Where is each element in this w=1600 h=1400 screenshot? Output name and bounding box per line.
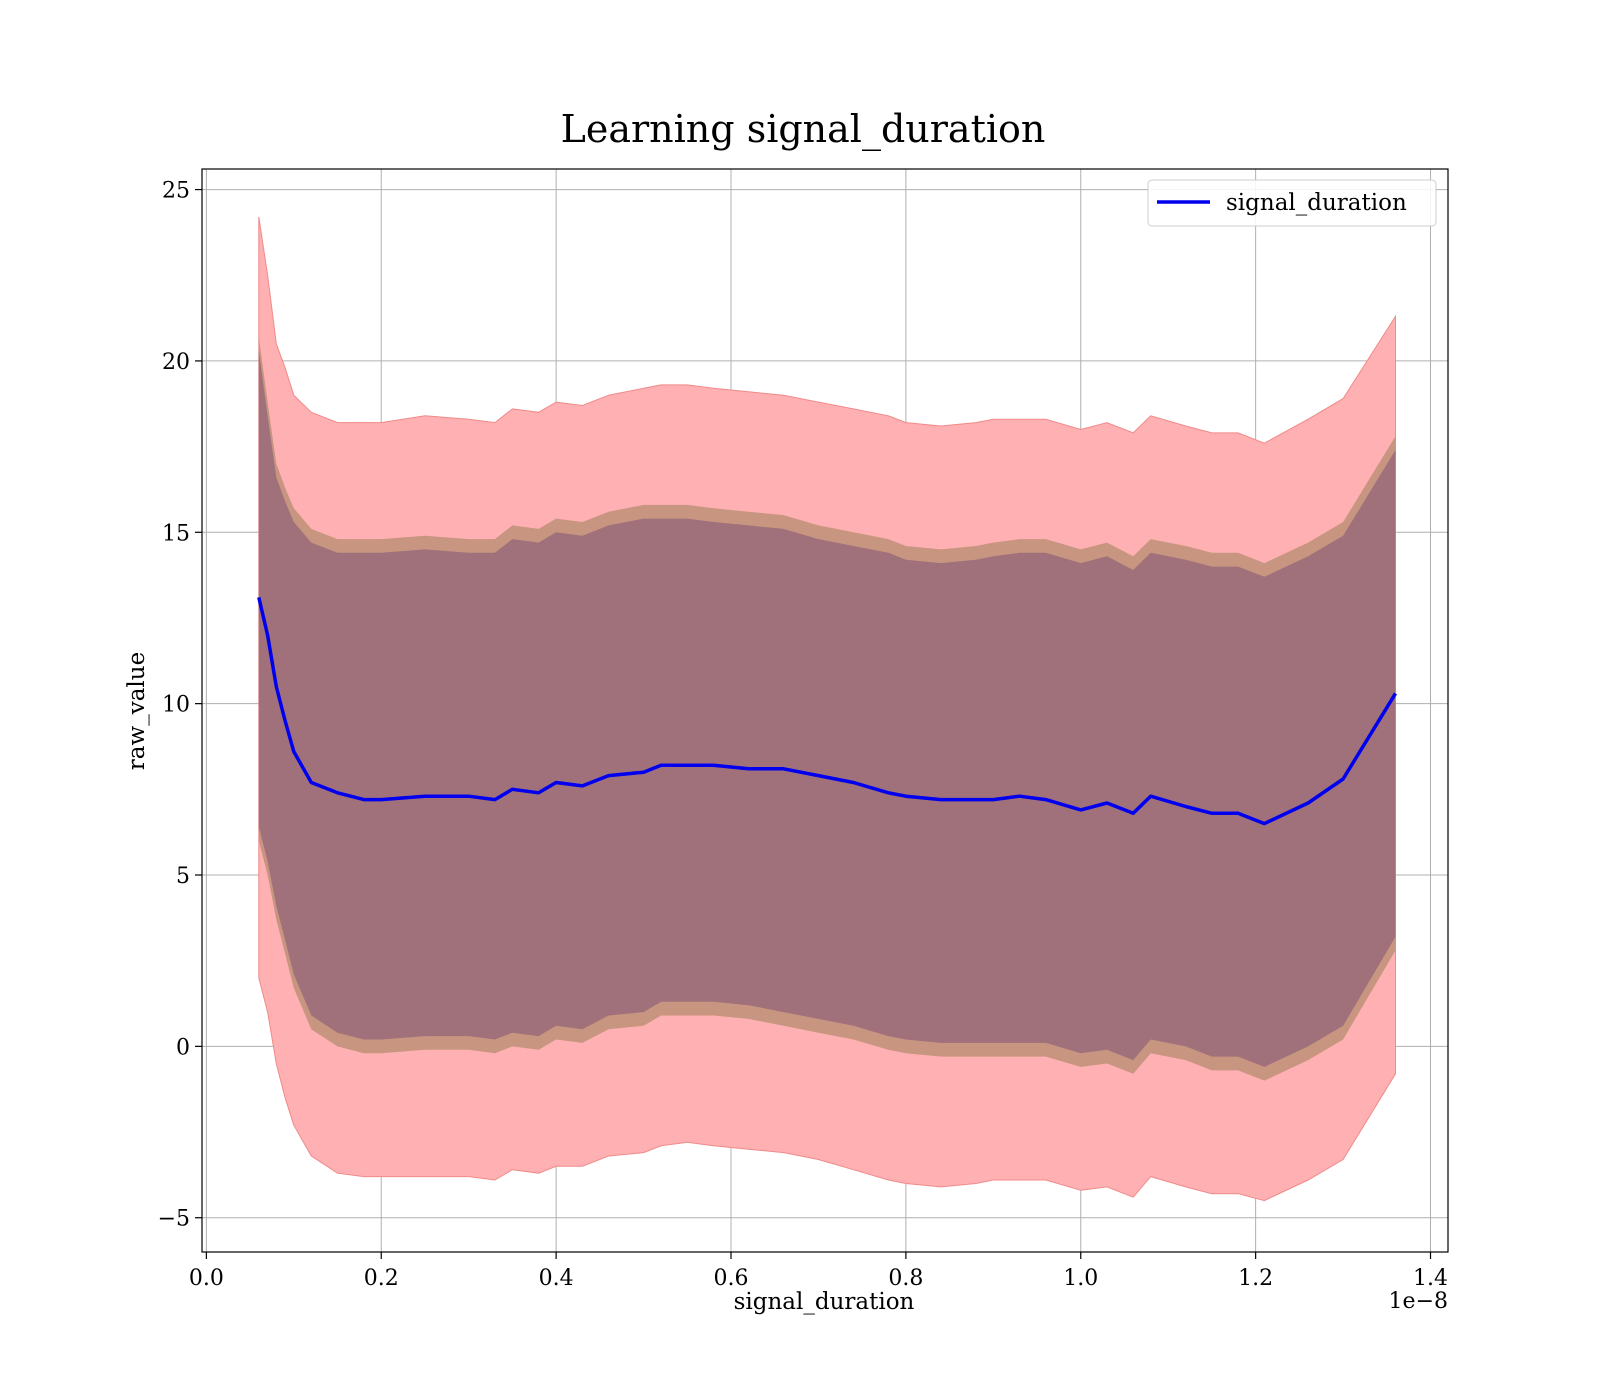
core-band: [258, 350, 1396, 1067]
plot-frame: [201, 168, 1449, 1253]
x-tick-label: 1.0: [1063, 1266, 1098, 1291]
y-tick-label: 15: [162, 521, 190, 546]
legend: signal_duration: [1147, 179, 1437, 227]
x-tick-label: 0.6: [714, 1266, 749, 1291]
y-tick-label: −5: [158, 1207, 190, 1232]
chart-title: Learning signal_duration: [561, 107, 1046, 152]
x-tick-label: 0.8: [888, 1266, 923, 1291]
x-axis-label: signal_duration: [734, 1289, 915, 1315]
legend-label: signal_duration: [1226, 190, 1407, 216]
legend-box: [1147, 179, 1437, 227]
x-tick-label: 1.2: [1238, 1266, 1273, 1291]
x-tick-label: 0.4: [539, 1266, 574, 1291]
y-tick-label: 5: [176, 864, 190, 889]
line-layer: [257, 597, 1397, 826]
ticks: 0.0 0.2 0.4 0.6 0.8 1.0 1.2 1.4 −5 0 5 10 15 20 25: [158, 179, 1448, 1291]
x-tick-label: 0.2: [364, 1266, 399, 1291]
y-tick-label: 20: [162, 350, 190, 375]
y-axis-label: raw_value: [124, 652, 150, 770]
x-scale-offset: 1e−8: [1389, 1289, 1448, 1314]
x-tick-label: 0.0: [189, 1266, 224, 1291]
y-tick-label: 0: [176, 1035, 190, 1060]
x-tick-label: 1.4: [1413, 1266, 1448, 1291]
y-tick-label: 25: [162, 179, 190, 204]
series-line-signal_duration: [257, 597, 1397, 826]
bands: [258, 216, 1396, 1202]
y-tick-label: 10: [162, 693, 190, 718]
